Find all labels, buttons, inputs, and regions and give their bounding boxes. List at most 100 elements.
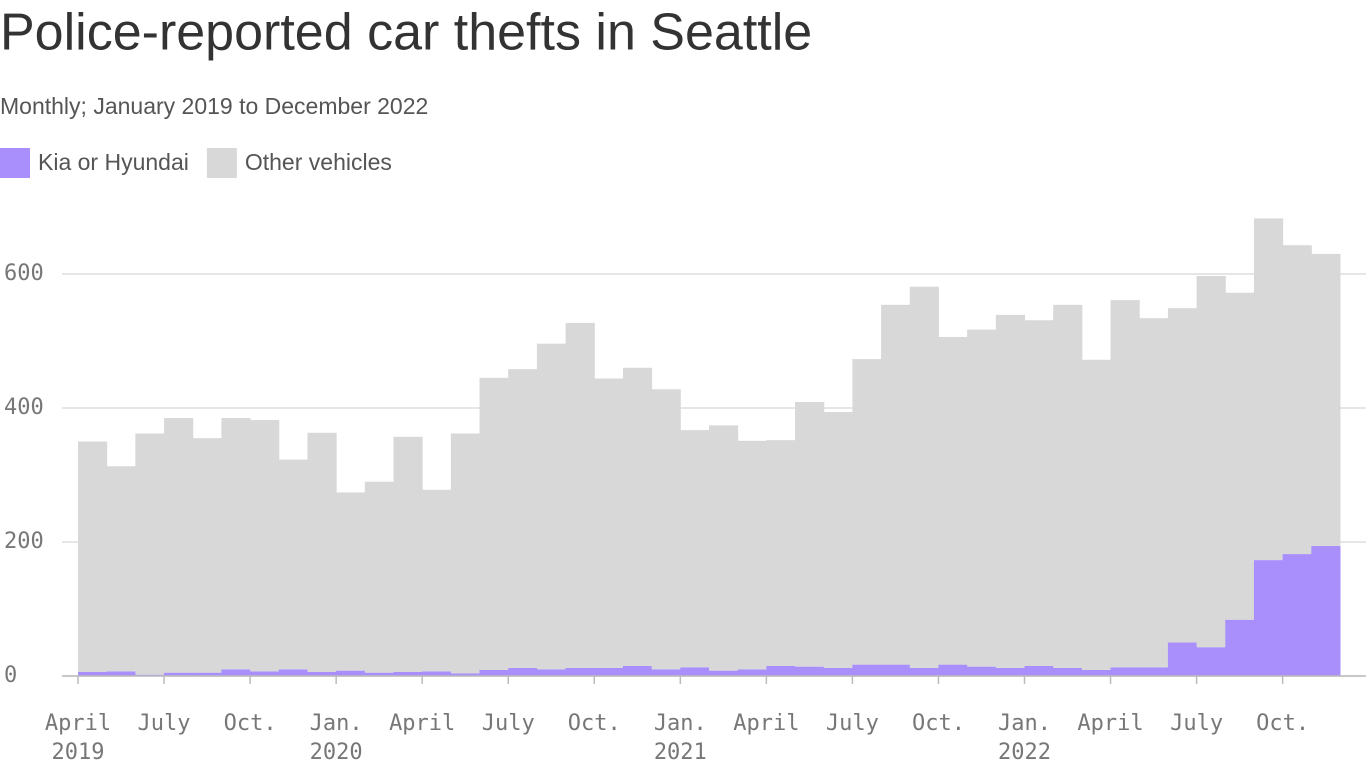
x-tick-label: Oct. bbox=[1256, 711, 1309, 736]
bar-segment bbox=[737, 669, 767, 676]
bar-segment bbox=[1139, 318, 1169, 668]
bar-segment bbox=[1196, 647, 1226, 676]
x-tick-label: July bbox=[826, 711, 879, 736]
bar-segment bbox=[78, 441, 108, 672]
bar-segment bbox=[709, 670, 739, 676]
bar-segment bbox=[336, 670, 366, 676]
bar-segment bbox=[1081, 359, 1112, 670]
bar-segment bbox=[881, 304, 911, 665]
bar-segment bbox=[536, 669, 567, 676]
bar-segment bbox=[422, 671, 452, 676]
x-tick-year: 2020 bbox=[310, 740, 363, 765]
bar-segment bbox=[852, 359, 882, 665]
x-tick-label: Oct. bbox=[912, 711, 965, 736]
bar-segment bbox=[1167, 642, 1198, 676]
bar-segment bbox=[221, 418, 251, 670]
bar-segment bbox=[651, 389, 681, 670]
bar-segment bbox=[938, 336, 968, 665]
bar-segment bbox=[250, 671, 280, 676]
x-tick-label: April bbox=[389, 711, 455, 736]
bar-segment bbox=[622, 665, 653, 676]
bar-segment bbox=[881, 664, 911, 676]
bar-segment bbox=[1253, 560, 1284, 676]
bar-segment bbox=[622, 367, 653, 666]
bar-segment bbox=[1311, 546, 1341, 676]
bar-segment bbox=[1110, 300, 1140, 668]
y-tick-label: 400 bbox=[4, 395, 44, 420]
bar-segment bbox=[221, 669, 251, 676]
bar-segment bbox=[938, 664, 968, 676]
bar-segment bbox=[651, 669, 681, 676]
bar-segment bbox=[967, 666, 997, 676]
bar-segment bbox=[536, 343, 567, 670]
bar-segment bbox=[508, 369, 538, 668]
bar-segment bbox=[594, 667, 624, 676]
bar-segment bbox=[995, 314, 1025, 668]
bar-segment bbox=[164, 418, 194, 673]
bar-segment bbox=[336, 492, 366, 671]
bar-segment bbox=[307, 671, 337, 676]
bar-segment bbox=[995, 667, 1025, 676]
x-tick-year: 2021 bbox=[654, 740, 707, 765]
x-tick-label: April bbox=[733, 711, 799, 736]
bar-segment bbox=[680, 667, 710, 676]
bar-segment bbox=[1110, 667, 1140, 676]
bar-segment bbox=[594, 378, 624, 668]
bar-segment bbox=[278, 669, 308, 676]
bar-segment bbox=[192, 672, 222, 676]
legend-label: Kia or Hyundai bbox=[38, 149, 189, 175]
y-tick-label: 200 bbox=[4, 529, 44, 554]
bar-segment bbox=[737, 440, 767, 670]
bar-segment bbox=[364, 481, 394, 673]
bar-segment bbox=[192, 438, 222, 673]
bar-segment bbox=[1081, 669, 1112, 676]
bar-segment bbox=[823, 412, 853, 668]
x-tick-label: Oct. bbox=[224, 711, 277, 736]
bar-segment bbox=[1282, 245, 1312, 555]
bar-segment bbox=[278, 459, 308, 670]
chart-subtitle: Monthly; January 2019 to December 2022 bbox=[0, 93, 428, 119]
legend-label: Other vehicles bbox=[245, 149, 392, 175]
bar-segment bbox=[1311, 253, 1341, 547]
bar-segment bbox=[479, 669, 509, 676]
x-tick-label: Jan. bbox=[310, 711, 363, 736]
bar-segment bbox=[1253, 218, 1284, 561]
x-tick-label: July bbox=[482, 711, 535, 736]
bar-segment bbox=[565, 667, 595, 676]
bar-segment bbox=[1225, 619, 1255, 676]
bar-segment bbox=[565, 322, 595, 668]
bar-segment bbox=[1053, 667, 1083, 676]
bar-segment bbox=[1053, 304, 1083, 668]
bar-segment bbox=[450, 433, 481, 674]
bar-segment bbox=[1024, 320, 1054, 666]
x-tick-label: Jan. bbox=[998, 711, 1051, 736]
legend-swatch bbox=[0, 148, 30, 178]
bar-segment bbox=[393, 436, 423, 672]
bar-segment bbox=[766, 440, 796, 666]
bar-segment bbox=[852, 664, 882, 676]
legend-swatch bbox=[206, 148, 237, 178]
y-tick-label: 600 bbox=[4, 261, 44, 286]
bar-segment bbox=[766, 665, 796, 676]
bar-segment bbox=[1225, 292, 1255, 620]
bar-segment bbox=[909, 286, 939, 668]
bar-segment bbox=[106, 466, 136, 672]
bar-segment bbox=[1282, 554, 1312, 676]
bar-segment bbox=[1139, 667, 1169, 676]
x-tick-label: April bbox=[45, 711, 111, 736]
bar-segment bbox=[135, 433, 165, 675]
x-tick-label: Oct. bbox=[568, 711, 621, 736]
bar-segment bbox=[307, 432, 337, 672]
bar-segment bbox=[709, 425, 739, 671]
bar-segment bbox=[250, 420, 280, 672]
bar-segment bbox=[1024, 665, 1054, 676]
bar-segment bbox=[909, 667, 939, 676]
bar-segment bbox=[795, 401, 825, 667]
bar-segment bbox=[795, 666, 825, 676]
x-tick-label: April bbox=[1077, 711, 1143, 736]
bar-segment bbox=[78, 671, 108, 676]
bar-segment bbox=[422, 489, 452, 672]
bar-segment bbox=[106, 671, 136, 676]
